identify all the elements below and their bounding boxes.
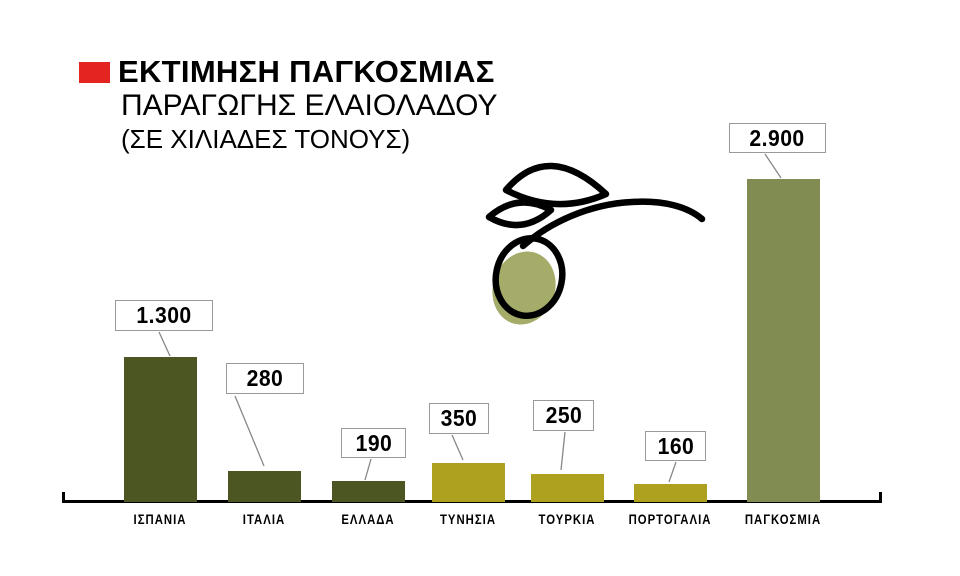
callout-connector-line [560,431,566,471]
value-callout: 1.300 [115,300,213,331]
callout-connector-line [451,434,464,461]
callout-connector-line [158,331,171,357]
bar [331,481,405,502]
value-label: 190 [355,429,392,456]
bar [633,484,707,502]
value-label: 350 [440,405,478,431]
value-label: 1.300 [136,302,192,328]
page-subtitle: ΠΑΡΑΓΩΓΗΣ ΕΛΑΙΟΛΑΔΟΥ [121,89,498,122]
category-label: ΕΛΛΑΔΑ [341,512,395,527]
title-bullet-red-square [79,62,110,83]
category-label: ΤΟΥΡΚΙΑ [538,512,596,527]
value-callout: 350 [429,403,489,434]
callout-connector-line [364,458,372,481]
bar [123,357,197,502]
value-callout: 160 [645,431,706,461]
value-callout: 2.900 [729,123,826,153]
category-label: ΙΣΠΑΝΙΑ [133,512,187,527]
units-note: (ΣΕ ΧΙΛΙΑΔΕΣ ΤΟΝΟΥΣ) [121,124,411,154]
callout-connector-line [764,153,782,179]
value-callout: 190 [341,428,406,458]
bar [746,179,820,502]
callout-connector-line [668,461,677,483]
value-callout: 280 [226,363,304,394]
value-label: 250 [545,402,582,428]
category-label: ΤΥΝΗΣΙΑ [439,512,497,527]
bar [431,463,505,502]
value-label: 160 [657,432,694,459]
olive-branch-icon [485,162,706,325]
bar [227,471,301,502]
page-title: ΕΚΤΙΜΗΣΗ ΠΑΓΚΟΣΜΙΑΣ [118,54,495,89]
value-label: 2.900 [749,124,806,151]
value-callout: 250 [533,400,594,431]
bar [530,474,604,502]
category-label: ΠΑΓΚΟΣΜΙΑ [744,512,822,527]
value-label: 280 [246,365,284,391]
callout-connector-line [234,395,265,467]
category-label: ΙΤΑΛΙΑ [242,512,286,527]
category-label: ΠΟΡΤΟΓΑΛΙΑ [628,512,712,527]
